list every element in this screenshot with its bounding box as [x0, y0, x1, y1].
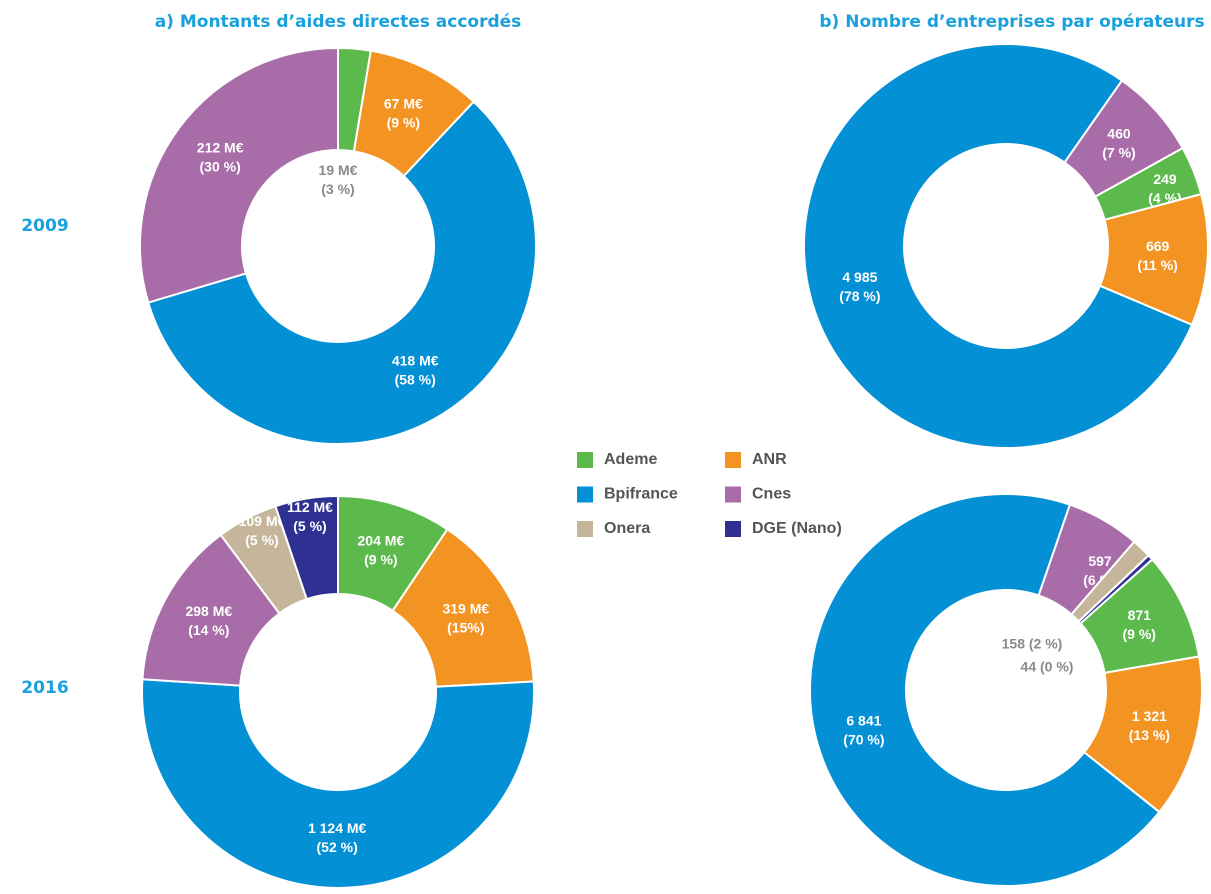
legend-label: DGE (Nano) [752, 520, 842, 537]
donut-slice [141, 678, 535, 889]
data-label: (9 %) [387, 115, 420, 131]
data-label: (7 %) [1102, 145, 1135, 161]
data-label: 67 M€ [384, 96, 423, 112]
donut-slice [139, 46, 339, 304]
legend-label: Bpifrance [604, 486, 678, 503]
legend-swatch [577, 521, 593, 537]
legend-swatch [725, 521, 741, 537]
data-label: (15%) [447, 620, 484, 636]
row-label: 2016 [21, 678, 68, 698]
legend-label: Onera [604, 520, 650, 537]
data-label: 109 M€ [239, 513, 286, 529]
data-label: 6 841 [846, 713, 881, 729]
data-label: (5 %) [293, 518, 326, 534]
data-label: (5 %) [245, 532, 278, 548]
donut-slice [391, 527, 535, 688]
legend-label: Cnes [752, 486, 791, 503]
data-label: 4 985 [842, 269, 877, 285]
data-label: (9 %) [1123, 626, 1156, 642]
data-label: (30 %) [200, 158, 241, 174]
data-label: 158 (2 %) [1002, 636, 1063, 652]
data-label: 418 M€ [392, 352, 439, 368]
row-label: 2009 [21, 216, 68, 236]
donut-slice [274, 494, 339, 601]
data-label: (14 %) [188, 622, 229, 638]
data-label: 597 [1088, 553, 1112, 569]
data-label: (3 %) [321, 181, 354, 197]
data-label: 669 [1146, 238, 1170, 254]
donut-slice [809, 493, 1161, 887]
data-label: 319 M€ [442, 601, 489, 617]
legend-swatch [725, 486, 741, 503]
legend-swatch [577, 452, 593, 468]
column-title: b) Nombre d’entreprises par opérateurs [819, 12, 1204, 32]
data-label: 44 (0 %) [1021, 659, 1074, 675]
data-label: (52 %) [317, 839, 358, 855]
data-label: (9 %) [364, 552, 397, 568]
donut-slice [803, 43, 1194, 449]
data-label: 19 M€ [319, 162, 358, 178]
legend-swatch [577, 486, 593, 503]
data-label: (58 %) [395, 371, 436, 387]
data-label: 112 M€ [287, 499, 333, 515]
data-label: 460 [1107, 126, 1131, 142]
legend-label: ANR [752, 451, 787, 468]
data-label: (11 %) [1137, 257, 1177, 273]
data-label: (70 %) [843, 732, 884, 748]
data-label: (78 %) [839, 288, 880, 304]
data-label: 298 M€ [185, 603, 232, 619]
data-label: 1 321 [1132, 708, 1167, 724]
data-label: 1 124 M€ [308, 820, 367, 836]
legend-swatch [725, 452, 741, 468]
data-label: 204 M€ [358, 533, 405, 549]
data-label: 871 [1128, 607, 1152, 623]
legend-label: Ademe [604, 451, 657, 468]
donut-slice [146, 100, 537, 445]
data-label: 212 M€ [197, 139, 244, 155]
column-title: a) Montants d’aides directes accordés [155, 12, 522, 32]
data-label: 249 [1153, 171, 1177, 187]
data-label: (13 %) [1129, 727, 1170, 743]
